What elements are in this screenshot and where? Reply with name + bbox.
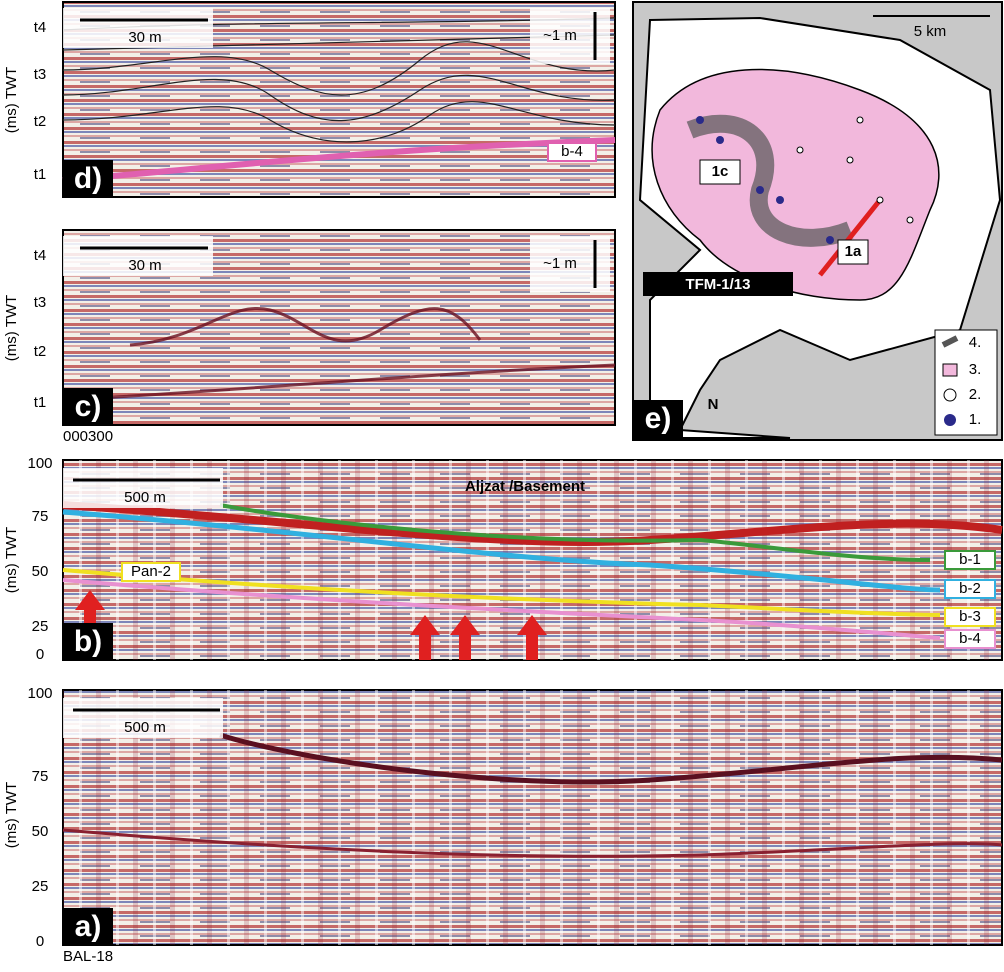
horizon-label: Pan-2: [131, 563, 171, 580]
panel-label: b): [74, 625, 102, 658]
panel-label: a): [75, 910, 102, 943]
panel-c: 30 m ~1 m c) (ms) TWT t1 t2 t3 t4 000300: [3, 229, 616, 445]
basement-label: Aljzat /Basement: [465, 478, 585, 495]
tick-label: t1: [34, 394, 47, 411]
panel-a: 500 m a) (ms) TWT 0 25 50 75 100 BAL-18: [3, 685, 1003, 965]
horizon-label: b-2: [959, 580, 981, 597]
legend-item: 1.: [969, 411, 982, 428]
legend-item: 4.: [969, 334, 982, 351]
map-scale: 5 km: [914, 23, 947, 40]
panel-b: 500 m Aljzat /Basement Pan-2 b-1 b-2 b-3…: [3, 455, 1003, 663]
tick-label: t1: [34, 166, 47, 183]
tick-label: 0: [36, 646, 44, 663]
tick-label: t3: [34, 294, 47, 311]
tick-label: 50: [32, 563, 49, 580]
horizon-label: b-4: [959, 630, 981, 647]
vscale-label: ~1 m: [543, 27, 577, 44]
axis-title: (ms) TWT: [3, 295, 20, 361]
panel-label: d): [74, 162, 102, 195]
north-arrow: N: [708, 396, 719, 413]
panel-e: 5 km TFM-1/13 1c 1a 1. 2. 3. 4. N e): [632, 1, 1003, 441]
axis-title: (ms) TWT: [3, 527, 20, 593]
axis-title: (ms) TWT: [3, 67, 20, 133]
axis-title: (ms) TWT: [3, 782, 20, 848]
scale-label: 500 m: [124, 489, 166, 506]
legend-item: 2.: [969, 386, 982, 403]
line-name: 000300: [63, 428, 113, 445]
well-label: TFM-1/13: [685, 276, 750, 293]
tick-label: 75: [32, 768, 49, 785]
scale-label: 30 m: [128, 257, 161, 274]
tick-label: 25: [32, 878, 49, 895]
tick-label: 25: [32, 618, 49, 635]
tick-label: t2: [34, 113, 47, 130]
vscale-label: ~1 m: [543, 255, 577, 272]
tick-label: 50: [32, 823, 49, 840]
scale-label: 500 m: [124, 719, 166, 736]
scale-label: 30 m: [128, 29, 161, 46]
horizon-label: b-4: [561, 143, 583, 160]
tick-label: t4: [34, 247, 47, 264]
horizon-label: b-1: [959, 551, 981, 568]
section-label: 1a: [845, 243, 862, 260]
panel-label: c): [75, 390, 102, 423]
line-name: BAL-18: [63, 948, 113, 965]
panel-label: e): [645, 402, 672, 435]
tick-label: t2: [34, 343, 47, 360]
panel-d: 30 m ~1 m b-4 d) (ms) TWT t1 t2 t3 t4: [3, 1, 616, 198]
tick-label: 0: [36, 933, 44, 950]
section-label: 1c: [712, 163, 729, 180]
legend-item: 3.: [969, 361, 982, 378]
horizon-label: b-3: [959, 608, 981, 625]
tick-label: 100: [27, 455, 52, 472]
tick-label: t3: [34, 66, 47, 83]
tick-label: t4: [34, 19, 47, 36]
tick-label: 75: [32, 508, 49, 525]
tick-label: 100: [27, 685, 52, 702]
